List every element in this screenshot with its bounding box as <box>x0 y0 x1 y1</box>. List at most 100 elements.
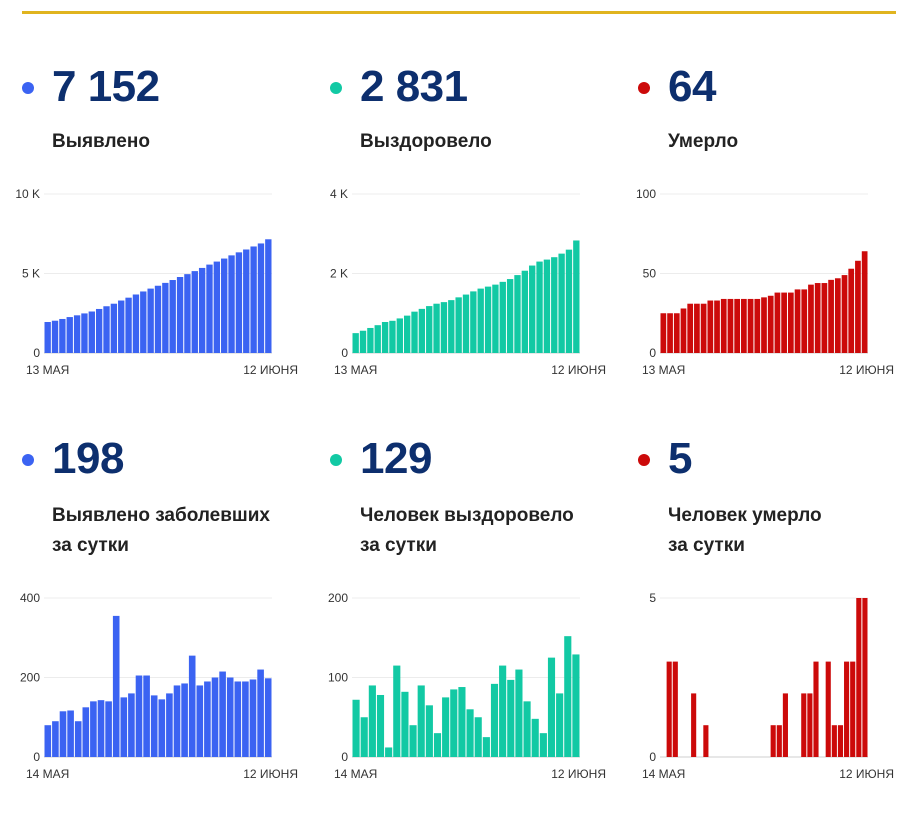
bar <box>466 709 474 757</box>
bar <box>154 285 162 353</box>
y-tick-label: 200 <box>328 591 348 605</box>
bar <box>556 693 564 757</box>
bar <box>673 313 680 353</box>
bar <box>150 695 158 757</box>
bar <box>515 669 523 757</box>
bar <box>376 694 385 757</box>
bar <box>162 282 169 353</box>
bar <box>235 252 243 353</box>
x-start-label: 13 МАЯ <box>26 363 69 377</box>
bar <box>403 315 411 353</box>
bar <box>521 270 529 353</box>
y-tick-label: 0 <box>33 346 40 360</box>
bar <box>140 291 147 353</box>
bar <box>110 303 118 353</box>
bar <box>125 297 132 353</box>
bar <box>226 677 234 757</box>
bar <box>118 300 125 353</box>
bar <box>51 320 59 353</box>
bar <box>794 289 801 353</box>
bar <box>359 330 367 353</box>
bar <box>242 681 249 757</box>
bar <box>206 264 213 353</box>
bar <box>855 260 861 353</box>
bar <box>44 725 52 757</box>
bar <box>492 284 499 353</box>
bar <box>499 665 507 757</box>
bar <box>389 320 396 353</box>
bar <box>747 298 754 353</box>
y-tick-label: 400 <box>20 591 40 605</box>
stat-value: 129 <box>360 434 432 483</box>
bar <box>74 721 82 757</box>
bar <box>814 283 821 353</box>
x-start-label: 13 МАЯ <box>334 363 377 377</box>
x-start-label: 14 МАЯ <box>334 767 377 781</box>
bar <box>707 300 714 353</box>
bar <box>703 725 709 757</box>
bar <box>66 317 73 353</box>
bar <box>381 322 389 353</box>
bar <box>462 294 470 353</box>
bar <box>490 683 499 757</box>
bar <box>573 240 580 353</box>
bar <box>862 598 868 757</box>
bar <box>720 298 727 353</box>
bar <box>861 251 868 353</box>
bar <box>781 292 787 353</box>
bar <box>727 298 734 353</box>
stat-label-line1: Человек выздоровело <box>360 505 574 526</box>
bar <box>88 311 95 353</box>
bar <box>143 675 150 757</box>
x-end-label: 12 ИЮНЯ <box>551 767 606 781</box>
bar <box>73 315 81 353</box>
stat-label-line1: Умерло <box>668 131 739 152</box>
bar <box>166 693 173 757</box>
bar <box>393 665 401 757</box>
bar <box>767 295 774 353</box>
bar <box>257 669 264 757</box>
bar <box>90 701 97 757</box>
bar <box>529 265 536 353</box>
bar <box>158 699 166 757</box>
stat-label-line1: Выявлено заболевших <box>52 505 270 526</box>
bar <box>700 303 707 353</box>
stat-label-line2: за сутки <box>668 535 745 556</box>
y-tick-label: 100 <box>328 671 348 685</box>
bar <box>499 281 506 353</box>
bar <box>808 284 814 353</box>
bar <box>474 717 482 757</box>
stat-panel-cumulative-cases: 7 152 Выявлено 0 5 K 10 K 13 МАЯ 12 ИЮНЯ <box>15 60 322 440</box>
x-end-label: 12 ИЮНЯ <box>551 363 606 377</box>
bar <box>754 298 761 353</box>
bar <box>813 661 819 757</box>
bar <box>367 327 374 353</box>
y-tick-label: 2 K <box>330 267 348 281</box>
bar <box>411 311 418 353</box>
bar <box>360 717 368 757</box>
bar <box>442 697 450 758</box>
bar <box>147 288 154 353</box>
bar <box>264 678 272 757</box>
chart-cumulative-cases: 0 5 K 10 K 13 МАЯ 12 ИЮНЯ <box>15 187 298 377</box>
stat-label-line2: за сутки <box>52 535 129 556</box>
bar <box>776 725 782 757</box>
x-end-label: 12 ИЮНЯ <box>839 767 894 781</box>
legend-dot <box>638 454 650 466</box>
bar <box>514 275 521 353</box>
bar <box>426 306 433 353</box>
x-end-label: 12 ИЮНЯ <box>243 767 298 781</box>
stat-value: 198 <box>52 434 124 483</box>
bar <box>184 274 191 353</box>
bar <box>507 679 515 757</box>
chart-cumulative-recovered: 0 2 K 4 K 13 МАЯ 12 ИЮНЯ <box>330 187 606 377</box>
bar <box>841 275 848 353</box>
stat-value: 64 <box>668 62 716 111</box>
bar <box>539 733 547 757</box>
bar <box>844 661 850 757</box>
chart-cumulative-deaths: 0 50 100 13 МАЯ 12 ИЮНЯ <box>636 187 894 377</box>
bar <box>181 683 188 757</box>
bar <box>44 322 51 353</box>
y-tick-label: 100 <box>636 187 656 201</box>
bar <box>433 303 440 353</box>
